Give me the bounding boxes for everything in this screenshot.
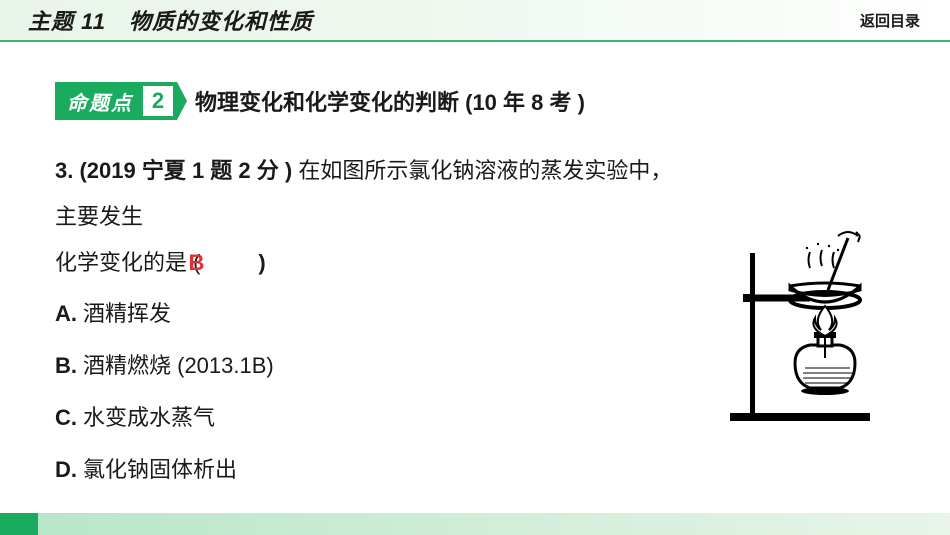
option-text: 酒精燃烧 (2013.1B): [83, 353, 274, 378]
footer-bar: [0, 513, 950, 535]
option-text: 水变成水蒸气: [83, 405, 215, 430]
option-label: D.: [55, 457, 77, 482]
answer-mark: B: [188, 250, 204, 275]
question-line-1: 3. (2019 宁夏 1 题 2 分 ) 在如图所示氯化钠溶液的蒸发实验中，主…: [55, 148, 690, 240]
section-badge: 命题点 2: [55, 82, 177, 120]
option-d: D.氯化钠固体析出: [55, 447, 690, 493]
badge-number: 2: [152, 88, 164, 114]
question-row: 3. (2019 宁夏 1 题 2 分 ) 在如图所示氯化钠溶液的蒸发实验中，主…: [55, 148, 920, 499]
return-to-toc-link[interactable]: 返回目录: [860, 10, 920, 31]
option-label: B.: [55, 353, 77, 378]
question-body-2: 化学变化的是 (: [55, 250, 200, 275]
option-label: A.: [55, 301, 77, 326]
options-list: A.酒精挥发 B.酒精燃烧 (2013.1B) C.水变成水蒸气 D.氯化钠固体…: [55, 291, 690, 494]
header-bar: 主题 11 物质的变化和性质 返回目录: [0, 0, 950, 42]
close-paren: ): [258, 250, 265, 275]
badge-arrow-icon: [177, 82, 187, 120]
question-prefix: 3. (2019 宁夏 1 题 2 分 ): [55, 158, 292, 183]
evaporation-apparatus-icon: [710, 208, 910, 428]
badge-number-box: 2: [141, 84, 175, 118]
section-header: 命题点 2 物理变化和化学变化的判断 (10 年 8 考 ): [55, 82, 920, 120]
content-area: 命题点 2 物理变化和化学变化的判断 (10 年 8 考 ) 3. (2019 …: [0, 42, 950, 499]
question-text: 3. (2019 宁夏 1 题 2 分 ) 在如图所示氯化钠溶液的蒸发实验中，主…: [55, 148, 690, 499]
option-a: A.酒精挥发: [55, 291, 690, 337]
option-label: C.: [55, 405, 77, 430]
evaporation-figure: [700, 208, 920, 428]
badge-label: 命题点: [67, 87, 133, 116]
question-line-2: 化学变化的是 (B): [55, 240, 690, 286]
page-title: 主题 11 物质的变化和性质: [28, 4, 313, 36]
option-c: C.水变成水蒸气: [55, 395, 690, 441]
section-title: 物理变化和化学变化的判断 (10 年 8 考 ): [195, 85, 585, 117]
option-b: B.酒精燃烧 (2013.1B): [55, 343, 690, 389]
option-text: 氯化钠固体析出: [83, 457, 237, 482]
option-text: 酒精挥发: [83, 301, 171, 326]
